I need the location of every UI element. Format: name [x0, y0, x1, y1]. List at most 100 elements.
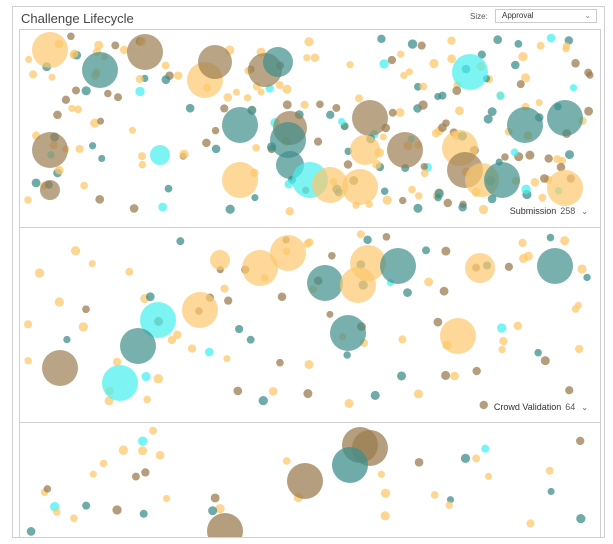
bubble[interactable] — [138, 446, 148, 456]
bubble[interactable] — [198, 45, 232, 79]
bubble[interactable] — [545, 466, 554, 475]
bubble[interactable] — [414, 457, 424, 467]
bubble[interactable] — [258, 395, 268, 406]
bubble[interactable] — [583, 273, 591, 282]
bubble[interactable] — [316, 100, 324, 109]
bubble[interactable] — [484, 162, 520, 198]
bubble[interactable] — [584, 106, 594, 116]
bubble[interactable] — [42, 350, 78, 386]
bubble[interactable] — [88, 260, 96, 268]
bubble[interactable] — [350, 135, 380, 165]
bubble[interactable] — [431, 129, 441, 138]
bubble[interactable] — [138, 160, 147, 169]
bubble[interactable] — [388, 108, 397, 117]
bubble[interactable] — [307, 265, 343, 301]
bubble[interactable] — [111, 41, 120, 50]
bubble[interactable] — [54, 165, 64, 175]
bubble[interactable] — [496, 91, 505, 101]
bubble[interactable] — [577, 264, 587, 274]
bubble[interactable] — [419, 82, 428, 91]
bubble[interactable] — [576, 513, 586, 524]
bubble[interactable] — [455, 106, 464, 116]
bubble[interactable] — [478, 204, 489, 215]
bubble[interactable] — [398, 335, 407, 344]
bubble[interactable] — [483, 114, 493, 124]
bubble[interactable] — [149, 426, 158, 435]
bubble[interactable] — [484, 472, 492, 480]
bubble[interactable] — [540, 174, 549, 183]
bubble[interactable] — [74, 105, 82, 114]
bubble[interactable] — [525, 150, 535, 160]
bubble[interactable] — [222, 162, 258, 198]
bubble[interactable] — [222, 107, 258, 143]
bubble[interactable] — [477, 50, 486, 59]
bubble[interactable] — [145, 292, 155, 302]
bubble[interactable] — [408, 185, 416, 194]
bubble[interactable] — [493, 35, 503, 45]
bubble[interactable] — [342, 169, 378, 205]
bubble[interactable] — [155, 450, 165, 460]
bubble[interactable] — [141, 468, 150, 477]
bubble[interactable] — [395, 107, 405, 117]
bubble[interactable] — [343, 160, 353, 169]
bubble[interactable] — [565, 386, 574, 395]
bubble[interactable] — [447, 54, 456, 64]
bubble[interactable] — [343, 351, 351, 359]
bubble[interactable] — [90, 118, 100, 128]
bubble[interactable] — [418, 100, 428, 110]
bubble[interactable] — [282, 100, 292, 110]
bubble[interactable] — [530, 178, 540, 187]
bubble[interactable] — [141, 372, 151, 382]
bubble[interactable] — [215, 504, 225, 514]
bubble[interactable] — [344, 398, 354, 408]
bubble[interactable] — [282, 84, 292, 94]
bubble[interactable] — [29, 70, 38, 79]
bubble[interactable] — [499, 337, 508, 346]
bubble[interactable] — [443, 198, 453, 208]
bubble[interactable] — [138, 152, 147, 161]
bubble[interactable] — [162, 494, 171, 503]
bubble[interactable] — [379, 59, 389, 69]
bubble[interactable] — [61, 95, 71, 104]
bubble[interactable] — [546, 33, 556, 43]
bubble[interactable] — [70, 246, 81, 256]
bubble[interactable] — [332, 447, 368, 483]
bubble[interactable] — [497, 323, 507, 333]
bubble[interactable] — [276, 358, 284, 367]
bubble[interactable] — [173, 330, 182, 340]
bubble[interactable] — [363, 235, 372, 245]
bubble[interactable] — [277, 292, 287, 302]
bubble[interactable] — [312, 167, 348, 203]
bubble[interactable] — [164, 184, 173, 193]
bubble[interactable] — [97, 117, 105, 125]
bubble[interactable] — [403, 288, 412, 297]
bubble[interactable] — [128, 126, 137, 134]
size-select[interactable]: Approval ⌄ — [495, 9, 597, 23]
bubble[interactable] — [131, 472, 140, 481]
bubble[interactable] — [235, 324, 244, 334]
bubble[interactable] — [94, 40, 104, 50]
bubble[interactable] — [187, 344, 197, 353]
bubble[interactable] — [112, 505, 122, 515]
bubble[interactable] — [380, 511, 390, 521]
bubble[interactable] — [422, 246, 430, 255]
bubble[interactable] — [24, 356, 32, 365]
bubble[interactable] — [536, 41, 545, 50]
bubble[interactable] — [99, 459, 108, 468]
bubble[interactable] — [544, 154, 553, 163]
bubble[interactable] — [67, 32, 75, 41]
bubble[interactable] — [498, 345, 506, 354]
bubble[interactable] — [129, 204, 139, 213]
bubble[interactable] — [520, 73, 531, 83]
bubble[interactable] — [48, 73, 56, 81]
bubble[interactable] — [182, 292, 218, 328]
bubble[interactable] — [413, 389, 424, 399]
bubble[interactable] — [127, 34, 163, 70]
bubble[interactable] — [63, 335, 71, 344]
bubble[interactable] — [252, 143, 260, 152]
bubble[interactable] — [332, 103, 341, 112]
bubble[interactable] — [472, 454, 481, 463]
bubble[interactable] — [372, 159, 382, 170]
bubble[interactable] — [458, 203, 467, 212]
bubble[interactable] — [223, 355, 231, 363]
